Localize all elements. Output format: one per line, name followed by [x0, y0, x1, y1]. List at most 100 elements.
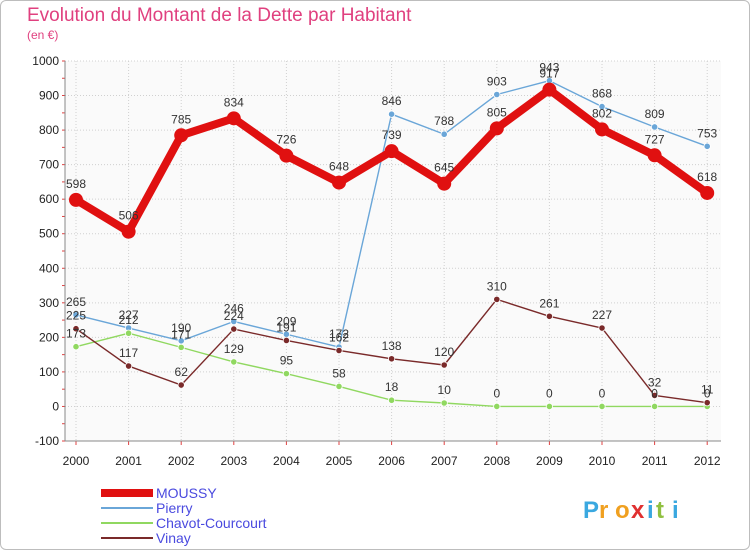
x-tick-label: 2010	[589, 454, 616, 468]
data-point	[72, 311, 80, 319]
data-label: 0	[704, 386, 711, 400]
data-point	[440, 399, 448, 407]
data-point	[489, 121, 504, 136]
x-tick-label: 2001	[115, 454, 142, 468]
y-tick-label: 700	[39, 158, 59, 172]
data-point	[703, 399, 711, 407]
brand-letter: i	[647, 497, 654, 524]
x-tick-label: 2004	[273, 454, 300, 468]
data-point	[387, 110, 396, 118]
data-point	[542, 82, 557, 97]
data-point	[545, 312, 554, 320]
plot-area	[65, 61, 721, 441]
data-point	[332, 175, 346, 190]
data-label: 0	[546, 386, 553, 400]
data-label: 212	[119, 313, 139, 327]
data-label: 802	[592, 106, 612, 120]
data-label: 246	[224, 301, 244, 315]
data-label: 18	[385, 380, 399, 394]
data-label: 171	[171, 327, 191, 341]
data-point	[545, 402, 554, 411]
data-point	[387, 396, 396, 404]
data-point	[125, 362, 133, 370]
data-label: 58	[332, 366, 346, 380]
data-point	[230, 317, 238, 326]
brand-letter: i	[672, 497, 679, 524]
data-label: 645	[434, 161, 454, 175]
data-point	[282, 336, 290, 345]
data-label: 10	[438, 383, 452, 397]
y-tick-label: 100	[39, 365, 59, 379]
data-label: 598	[66, 177, 86, 191]
data-label: 129	[224, 342, 244, 356]
data-label: 739	[382, 128, 402, 142]
data-label: 95	[280, 354, 294, 368]
y-tick-label: 1000	[32, 54, 59, 68]
data-point	[437, 176, 452, 191]
data-label: 0	[651, 386, 658, 400]
data-point	[703, 142, 711, 150]
data-label: 788	[434, 114, 454, 128]
data-label: 726	[276, 133, 296, 147]
data-point	[650, 402, 659, 411]
data-point	[72, 325, 80, 333]
data-label: 809	[645, 107, 665, 121]
data-point	[598, 103, 606, 111]
data-label: 190	[171, 321, 191, 335]
data-point	[335, 382, 343, 391]
data-point	[440, 361, 448, 369]
data-point	[230, 325, 238, 333]
brand-letter: P	[583, 497, 599, 524]
x-tick-label: 2005	[326, 454, 353, 468]
data-label: 506	[119, 209, 139, 223]
data-point	[177, 343, 185, 351]
legend-label: Chavot-Courcourt	[156, 515, 267, 531]
y-tick-label: 0	[52, 399, 59, 413]
chart-title: Evolution du Montant de la Dette par Hab…	[27, 5, 412, 26]
data-point	[493, 402, 501, 411]
data-point	[282, 370, 290, 378]
data-label: 727	[645, 132, 665, 146]
data-point	[387, 355, 396, 363]
x-tick-label: 2006	[378, 454, 405, 468]
data-label: 162	[329, 330, 349, 344]
data-label: 32	[648, 375, 662, 389]
data-label: 120	[434, 345, 454, 359]
data-label: 0	[493, 386, 500, 400]
data-point	[226, 111, 241, 126]
data-label: 753	[697, 126, 717, 140]
chart-subtitle: (en €)	[27, 28, 59, 42]
data-label: 785	[171, 112, 191, 126]
data-point	[174, 128, 189, 143]
y-tick-label: 400	[39, 261, 59, 275]
data-point	[700, 185, 715, 200]
brand-letter: r	[599, 497, 608, 524]
data-label: 903	[487, 75, 507, 89]
x-tick-label: 2011	[642, 454, 668, 468]
x-tick-label: 2012	[694, 454, 721, 468]
data-label: 225	[66, 309, 86, 323]
data-point	[493, 295, 501, 303]
data-point	[72, 343, 80, 351]
data-point	[647, 148, 662, 163]
brand-letter: t	[656, 497, 664, 524]
y-tick-label: 300	[39, 296, 59, 310]
data-label: 0	[599, 386, 606, 400]
data-point	[650, 391, 659, 399]
data-label: 117	[119, 346, 138, 360]
y-tick-label: 600	[39, 192, 59, 206]
y-tick-label: 200	[39, 330, 59, 344]
data-label: 138	[382, 339, 402, 353]
data-label: 648	[329, 160, 349, 174]
data-label: 618	[697, 170, 717, 184]
data-label: 310	[487, 279, 507, 293]
legend-label: Vinay	[156, 530, 191, 546]
data-point	[384, 144, 399, 159]
data-label: 868	[592, 87, 612, 101]
data-point	[598, 324, 606, 332]
data-label: 191	[276, 320, 296, 334]
x-tick-label: 2003	[220, 454, 247, 468]
data-label: 227	[592, 308, 612, 322]
data-point	[440, 130, 448, 138]
